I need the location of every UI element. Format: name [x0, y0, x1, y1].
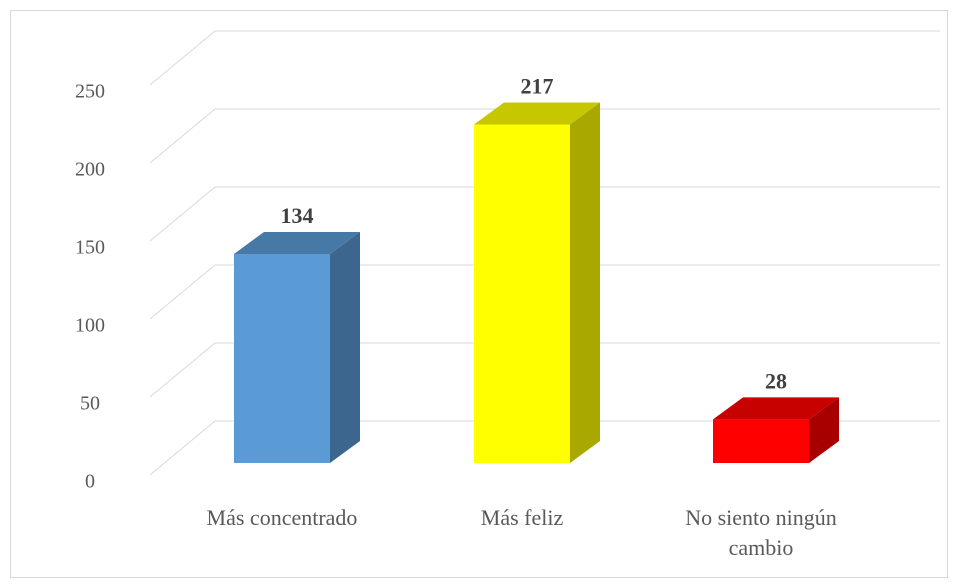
bar [713, 397, 839, 463]
bar-front [474, 124, 570, 463]
bar-front [234, 253, 330, 463]
grid-line-side [149, 30, 216, 86]
bar-side [809, 397, 839, 463]
grid-line-side [149, 342, 216, 398]
grid-line-side [149, 108, 216, 164]
x-tick-label: Más concentrado [206, 505, 358, 530]
x-tick-label: No siento ningún cambio [685, 505, 837, 560]
y-tick-label: 0 [85, 471, 95, 493]
bar-top [713, 397, 839, 420]
bar [474, 102, 600, 463]
grid-line-side [149, 420, 216, 476]
y-tick-label: 150 [75, 237, 105, 259]
bar-side [330, 231, 360, 463]
bar-front [713, 419, 809, 463]
bar-side [570, 102, 600, 463]
bar-top [474, 102, 600, 125]
y-tick-label: 50 [80, 393, 100, 415]
x-tick-label: Más feliz [480, 505, 564, 530]
grid-line-side [149, 186, 216, 242]
bar [234, 231, 360, 463]
y-tick-label: 100 [75, 315, 105, 337]
grid-line-side [149, 264, 216, 320]
value-label: 134 [281, 203, 314, 228]
bar-top [234, 231, 360, 254]
value-label: 217 [521, 74, 554, 99]
y-tick-label: 200 [75, 159, 105, 181]
value-label: 28 [765, 368, 787, 393]
y-tick-label: 250 [75, 81, 105, 103]
